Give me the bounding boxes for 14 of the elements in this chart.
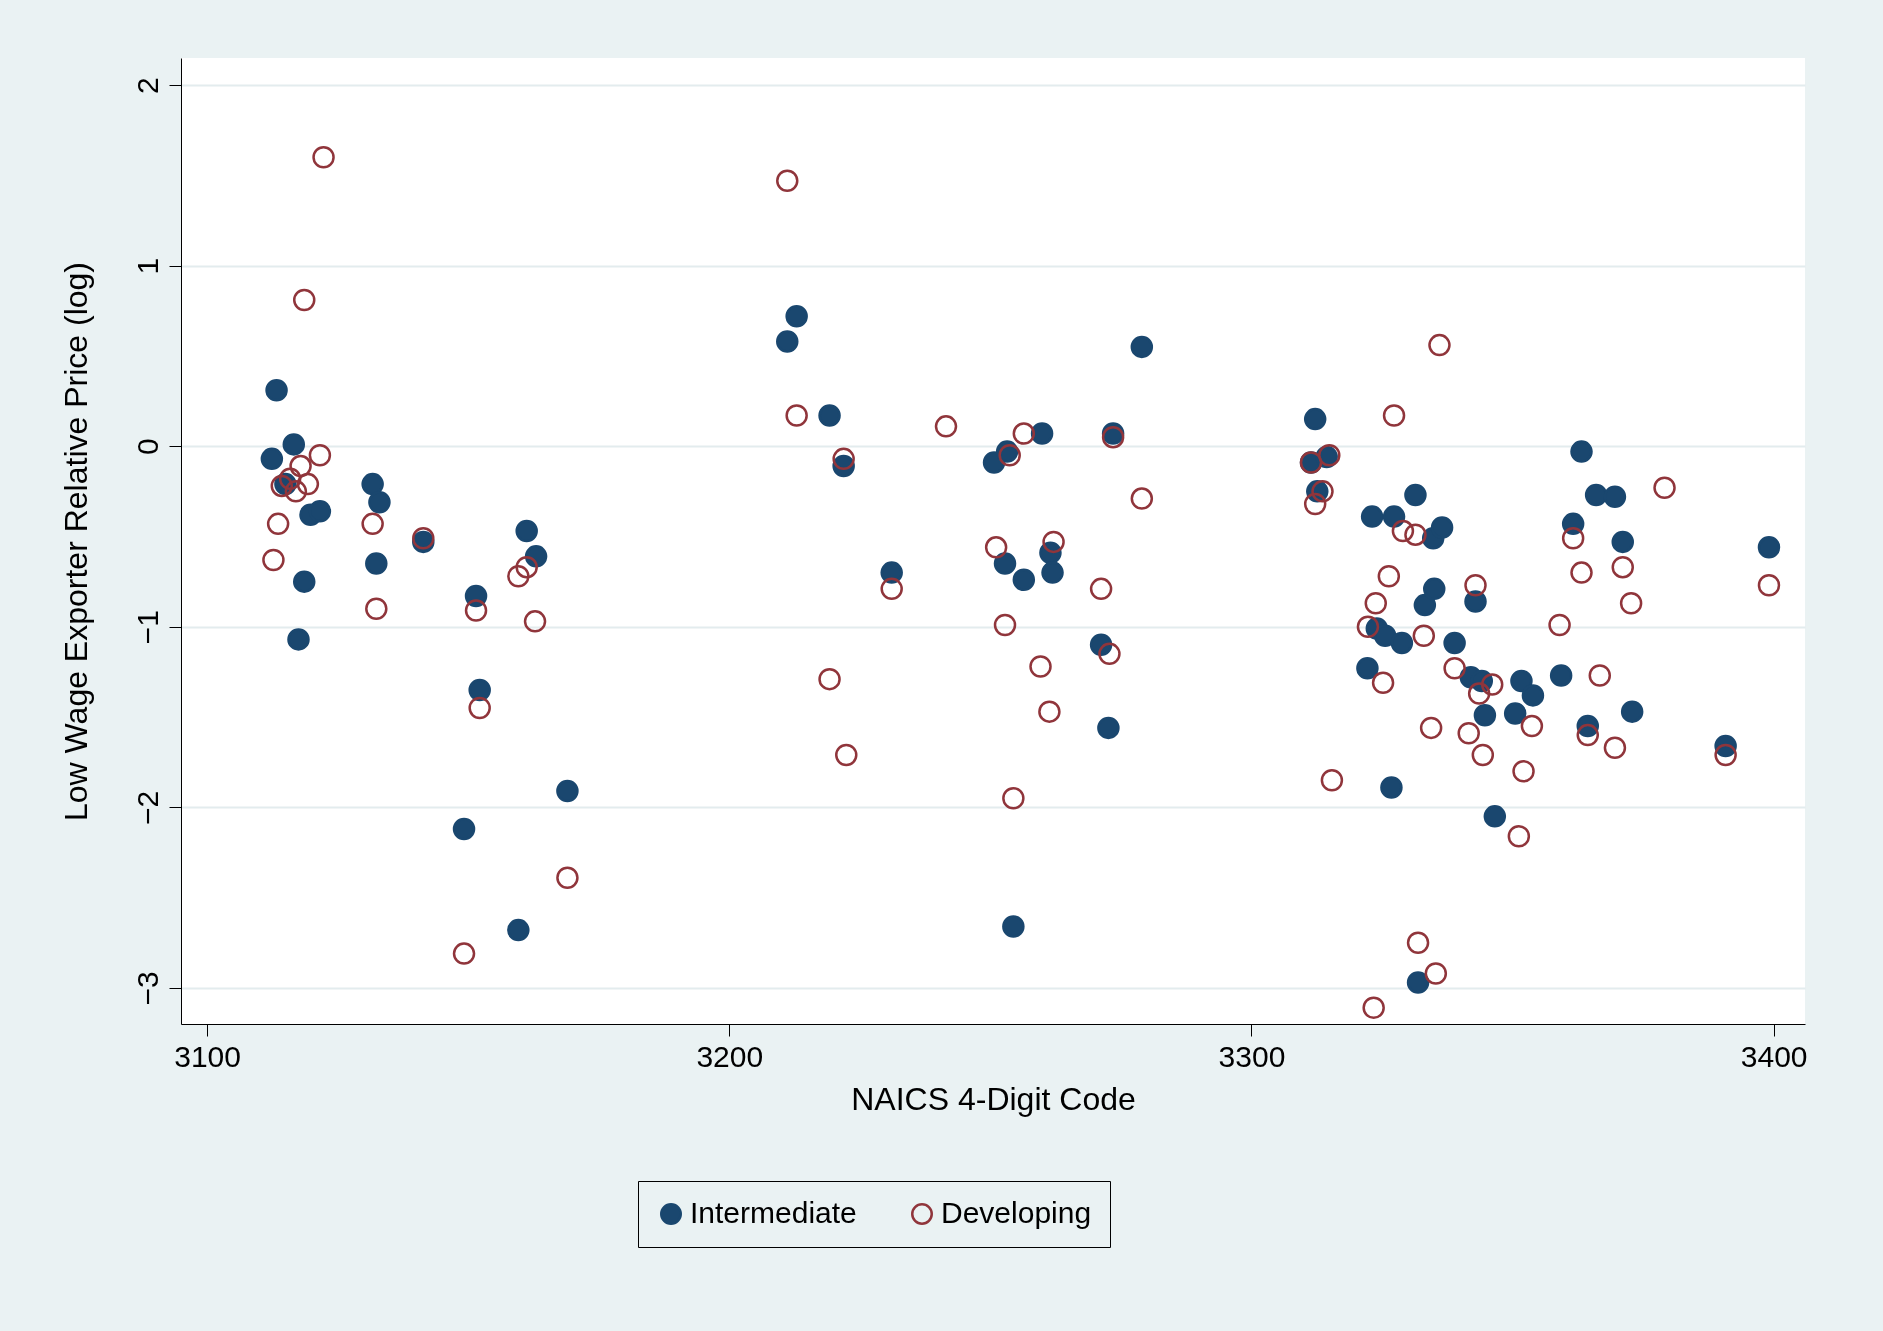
y-tick-label: −2 [130,790,164,825]
y-axis-title: Low Wage Exporter Relative Price (log) [57,261,94,822]
legend-label: Intermediate [690,1196,857,1229]
legend-label: Developing [941,1196,1092,1229]
x-tick-label: 3100 [174,1039,241,1073]
y-tick-label: 1 [130,257,164,275]
y-tick-label: −3 [130,971,164,1006]
x-tick-label: 3400 [1740,1039,1808,1073]
x-tick-label: 3300 [1218,1039,1286,1073]
x-tick-label: 3200 [696,1039,764,1073]
y-tick-label: −1 [130,610,164,645]
y-tick-label: 2 [130,77,164,94]
x-axis-title: NAICS 4-Digit Code [851,1080,1136,1117]
y-tick-label: 0 [130,438,164,456]
